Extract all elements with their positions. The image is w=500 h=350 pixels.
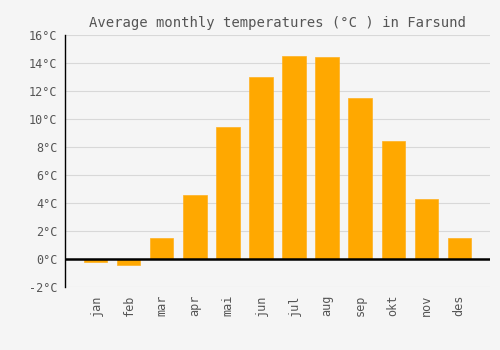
Bar: [184, 195, 206, 259]
Bar: [84, 259, 108, 262]
Bar: [216, 127, 240, 259]
Bar: [282, 56, 306, 259]
Bar: [316, 57, 338, 259]
Bar: [414, 199, 438, 259]
Bar: [150, 238, 174, 259]
Title: Average monthly temperatures (°C ) in Farsund: Average monthly temperatures (°C ) in Fa…: [89, 16, 466, 30]
Bar: [348, 98, 372, 259]
Bar: [118, 259, 141, 265]
Bar: [250, 77, 272, 259]
Bar: [382, 141, 404, 259]
Bar: [448, 238, 470, 259]
